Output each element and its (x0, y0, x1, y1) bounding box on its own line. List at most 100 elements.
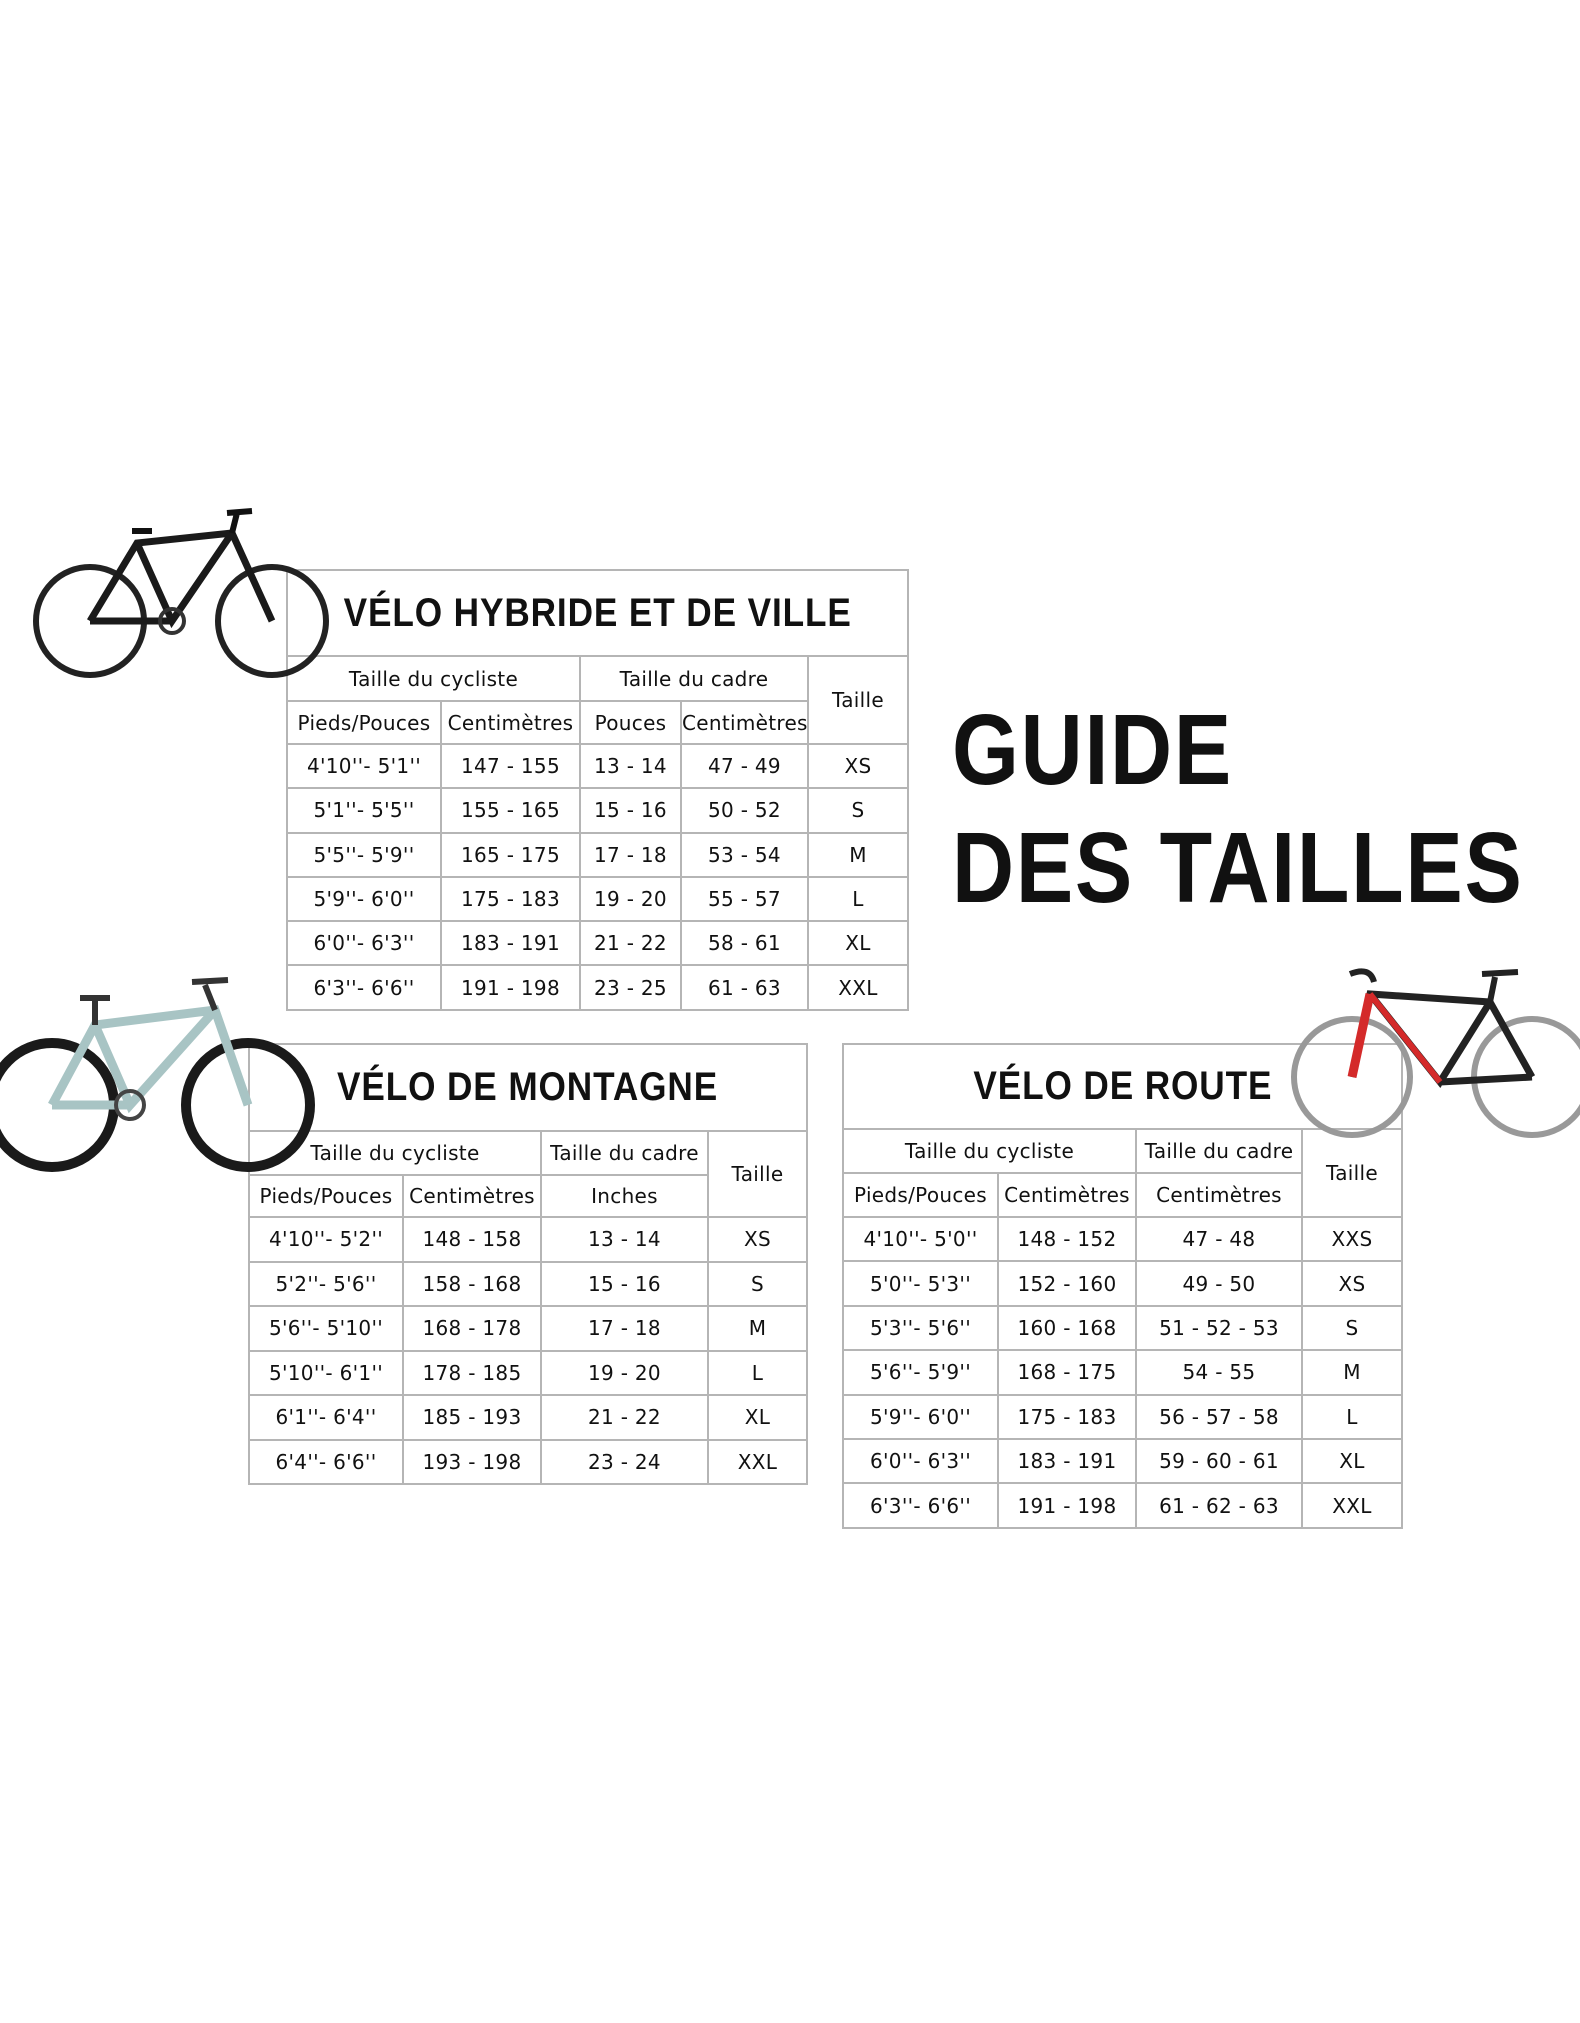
table-title-text: VÉLO DE MONTAGNE (337, 1065, 719, 1109)
table-row: 4'10''- 5'0'' 148 - 152 47 - 48 XXS (842, 1215, 1404, 1263)
table-cell: 23 - 24 (540, 1438, 709, 1485)
table-row: 5'9''- 6'0'' 175 - 183 56 - 57 - 58 L (842, 1393, 1404, 1440)
column-header-row: Pieds/Pouces Centimètres Inches (248, 1174, 807, 1218)
table-cell: 13 - 14 (540, 1216, 709, 1263)
column-header: Centimètres (997, 1172, 1137, 1218)
table-cell: 61 - 63 (680, 964, 809, 1011)
table-cell: 54 - 55 (1135, 1349, 1303, 1396)
table-cell: L (1300, 1393, 1404, 1440)
table-cell: 4'10''- 5'0'' (842, 1215, 999, 1263)
table-title: VÉLO DE ROUTE (841, 1043, 1404, 1130)
table-cell: 19 - 20 (540, 1349, 709, 1396)
table-title-row: VÉLO DE ROUTE (841, 1043, 1404, 1130)
table-cell: M (707, 1305, 808, 1352)
table-row: 5'2''- 5'6'' 158 - 168 15 - 16 S (248, 1260, 808, 1307)
table-title-row: VÉLO DE MONTAGNE (248, 1043, 808, 1132)
group-header-size: Taille (1300, 1128, 1404, 1218)
group-header-row: Taille du cycliste Taille du cadre Taille (286, 655, 910, 745)
table-row: 5'1''- 5'5'' 155 - 165 15 - 16 50 - 52 S (286, 787, 910, 834)
table-cell: 47 - 48 (1135, 1215, 1303, 1263)
table-title-text: VÉLO DE ROUTE (973, 1064, 1272, 1108)
table-cell: 17 - 18 (579, 831, 682, 878)
table-row: 6'3''- 6'6'' 191 - 198 23 - 25 61 - 63 XXL (286, 964, 910, 1011)
table-cell: 183 - 191 (440, 920, 581, 967)
table-cell: 55 - 57 (680, 875, 809, 923)
table-cell: 6'4''- 6'6'' (248, 1438, 404, 1485)
table-row: 6'1''- 6'4'' 185 - 193 21 - 22 XL (248, 1394, 808, 1441)
group-header-cyclist: Taille du cycliste (842, 1128, 1137, 1174)
table-cell: M (806, 831, 910, 878)
page-heading-line1: GUIDE (952, 694, 1233, 806)
table-row: 4'10''- 5'1'' 147 - 155 13 - 14 47 - 49 XS (286, 742, 910, 790)
table-cell: 168 - 178 (402, 1305, 542, 1352)
group-header-cyclist: Taille du cycliste (248, 1130, 542, 1176)
table-cell: L (806, 875, 910, 923)
table-cell: XL (806, 920, 910, 967)
table-cell: 15 - 16 (579, 787, 682, 834)
table-row: 6'3''- 6'6'' 191 - 198 61 - 62 - 63 XXL (842, 1482, 1404, 1529)
column-header: Pieds/Pouces (842, 1172, 999, 1218)
table-cell: 191 - 198 (440, 964, 581, 1011)
table-row: 5'6''- 5'9'' 168 - 175 54 - 55 M (842, 1349, 1404, 1396)
table-row: 5'10''- 6'1'' 178 - 185 19 - 20 L (248, 1349, 808, 1396)
table-cell: L (707, 1349, 808, 1396)
road-bike-image (1291, 968, 1580, 1138)
group-header-row: Taille du cycliste Taille du cadre Taille (842, 1128, 1404, 1218)
table-cell: 191 - 198 (997, 1482, 1137, 1529)
table-cell: M (1300, 1349, 1404, 1396)
table-cell: 53 - 54 (680, 831, 809, 878)
table-cell: XS (707, 1216, 808, 1263)
table-cell: 47 - 49 (680, 742, 809, 790)
table-cell: 58 - 61 (680, 920, 809, 967)
table-title-text: VÉLO HYBRIDE ET DE VILLE (343, 590, 852, 635)
table-cell: 4'10''- 5'2'' (248, 1216, 404, 1263)
table-row: 4'10''- 5'2'' 148 - 158 13 - 14 XS (248, 1216, 808, 1263)
table-cell: 175 - 183 (440, 875, 581, 923)
table-title: VÉLO HYBRIDE ET DE VILLE (285, 569, 910, 657)
table-row: 6'0''- 6'3'' 183 - 191 59 - 60 - 61 XL (842, 1437, 1404, 1485)
table-cell: 5'3''- 5'6'' (842, 1304, 999, 1352)
group-header-frame: Taille du cadre (579, 655, 809, 702)
table-cell: 5'6''- 5'10'' (248, 1305, 404, 1352)
group-header-frame: Taille du cadre (1135, 1128, 1303, 1174)
column-header: Centimètres (680, 700, 809, 745)
table-cell: 21 - 22 (579, 920, 682, 967)
table-cell: 6'0''- 6'3'' (286, 920, 442, 967)
table-cell: 193 - 198 (402, 1438, 542, 1485)
group-header-size: Taille (806, 655, 910, 745)
table-cell: XXS (1300, 1215, 1404, 1263)
table-cell: 21 - 22 (540, 1394, 709, 1441)
table-cell: 152 - 160 (997, 1260, 1137, 1307)
table-cell: 168 - 175 (997, 1349, 1137, 1396)
table-cell: 185 - 193 (402, 1394, 542, 1441)
road-size-table: VÉLO DE ROUTE Taille du cycliste Taille du… (841, 1043, 1404, 1529)
table-cell: XL (1300, 1437, 1404, 1485)
table-cell: 178 - 185 (402, 1349, 542, 1396)
table-cell: XXL (806, 964, 910, 1011)
table-cell: 165 - 175 (440, 831, 581, 878)
table-cell: 148 - 152 (997, 1215, 1137, 1263)
table-cell: 155 - 165 (440, 787, 581, 834)
table-cell: 160 - 168 (997, 1304, 1137, 1352)
group-header-cyclist: Taille du cycliste (286, 655, 581, 702)
page-heading-line2: DES TAILLES (952, 812, 1524, 924)
table-row: 6'4''- 6'6'' 193 - 198 23 - 24 XXL (248, 1438, 808, 1485)
table-cell: 17 - 18 (540, 1305, 709, 1352)
table-cell: 4'10''- 5'1'' (286, 742, 442, 790)
table-cell: 6'1''- 6'4'' (248, 1394, 404, 1441)
table-cell: 5'9''- 6'0'' (842, 1393, 999, 1440)
table-cell: 6'0''- 6'3'' (842, 1437, 999, 1485)
table-cell: 6'3''- 6'6'' (286, 964, 442, 1011)
column-header: Pouces (579, 700, 682, 745)
table-cell: 51 - 52 - 53 (1135, 1304, 1303, 1352)
table-cell: 50 - 52 (680, 787, 809, 834)
column-header: Pieds/Pouces (248, 1174, 404, 1218)
table-cell: 5'6''- 5'9'' (842, 1349, 999, 1396)
table-cell: 49 - 50 (1135, 1260, 1303, 1307)
column-header: Pieds/Pouces (286, 700, 442, 745)
table-cell: XL (707, 1394, 808, 1441)
table-cell: XS (1300, 1260, 1404, 1307)
group-header-row: Taille du cycliste Taille du cadre Taille (248, 1130, 808, 1218)
table-row: 5'9''- 6'0'' 175 - 183 19 - 20 55 - 57 L (286, 875, 910, 923)
table-row: 5'5''- 5'9'' 165 - 175 17 - 18 53 - 54 M (286, 831, 910, 878)
